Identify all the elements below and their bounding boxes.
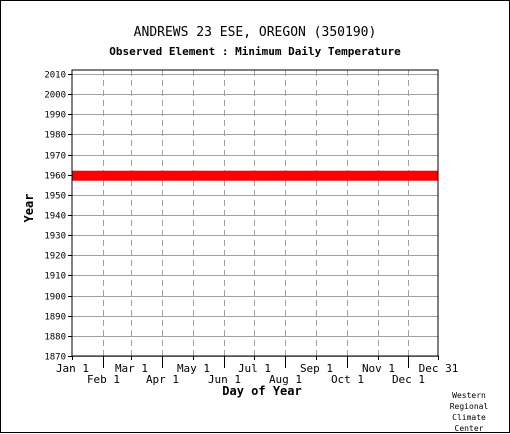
x-tick-label: Feb 1 (87, 373, 120, 386)
y-tick-label: 1870 (44, 353, 66, 363)
x-tick-label: Mar 1 (115, 362, 148, 375)
x-tick-label: Jun 1 (208, 373, 241, 386)
y-tick-label: 1900 (44, 293, 66, 303)
y-tick-label: 1990 (44, 111, 66, 121)
credit-label: Western Regional Climate Center (439, 390, 499, 434)
y-tick-label: 1880 (44, 333, 66, 343)
chart-subtitle: Observed Element : Minimum Daily Tempera… (109, 45, 401, 58)
x-tick-label: Sep 1 (300, 362, 333, 375)
y-axis-ticks: 1870 1880 1890 1900 1910 1920 1930 1940 1950 1960… (44, 71, 72, 363)
y-tick-label: 1920 (44, 252, 66, 262)
x-tick-label: Nov 1 (362, 362, 395, 375)
x-tick-label: Dec 31 (419, 362, 459, 375)
y-tick-label: 2010 (44, 71, 66, 81)
y-tick-label: 1970 (44, 152, 66, 162)
grid-lines (72, 70, 438, 357)
chart-title: ANDREWS 23 ESE, OREGON (350190) (133, 25, 377, 40)
y-tick-label: 1890 (44, 313, 66, 323)
y-tick-label: 1910 (44, 272, 66, 282)
x-axis-label: Day of Year (222, 384, 301, 398)
y-tick-label: 1960 (44, 172, 66, 182)
credit-line: Climate (452, 413, 486, 422)
data-band (72, 170, 438, 181)
credit-line: Western (452, 391, 486, 400)
credit-line: Regional (449, 402, 489, 411)
y-tick-label: 1940 (44, 212, 66, 222)
data-marks (72, 170, 438, 181)
y-tick-label: 2000 (44, 91, 66, 101)
credit-line: Center (454, 424, 484, 433)
x-tick-label: Oct 1 (331, 373, 364, 386)
y-axis-label: Year (22, 194, 36, 223)
x-tick-label: Apr 1 (146, 373, 179, 386)
x-tick-label: Jul 1 (238, 362, 271, 375)
x-tick-label: Jan 1 (56, 362, 89, 375)
x-tick-label: May 1 (177, 362, 210, 375)
y-tick-label: 1950 (44, 192, 66, 202)
y-tick-label: 1930 (44, 232, 66, 242)
y-tick-label: 1980 (44, 131, 66, 141)
x-tick-label: Aug 1 (269, 373, 302, 386)
x-tick-label: Dec 1 (392, 373, 425, 386)
